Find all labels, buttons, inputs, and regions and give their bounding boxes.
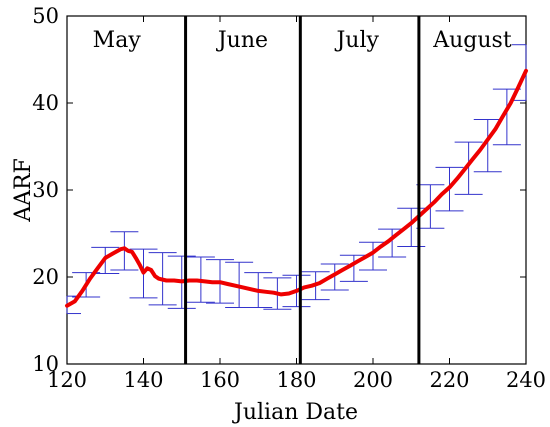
x-tick-label: 200 <box>353 368 393 392</box>
month-label: August <box>432 28 512 53</box>
x-tick-label: 120 <box>47 368 87 392</box>
x-tick-label: 160 <box>200 368 240 392</box>
y-tick-label: 30 <box>32 178 59 202</box>
y-tick-label: 40 <box>32 91 59 115</box>
month-label: July <box>334 28 379 53</box>
y-tick-label: 10 <box>32 352 59 376</box>
x-axis-label: Julian Date <box>232 400 358 425</box>
x-tick-label: 220 <box>429 368 469 392</box>
y-tick-label: 50 <box>32 4 59 28</box>
month-label: June <box>216 28 268 53</box>
x-tick-label: 140 <box>123 368 163 392</box>
aarf-line <box>65 68 528 308</box>
y-tick-label: 20 <box>32 265 59 289</box>
x-tick-label: 240 <box>506 368 546 392</box>
plot-frame <box>66 15 527 365</box>
month-label: May <box>93 28 142 53</box>
x-tick-label: 180 <box>276 368 316 392</box>
y-axis-label: AARF <box>11 158 36 223</box>
